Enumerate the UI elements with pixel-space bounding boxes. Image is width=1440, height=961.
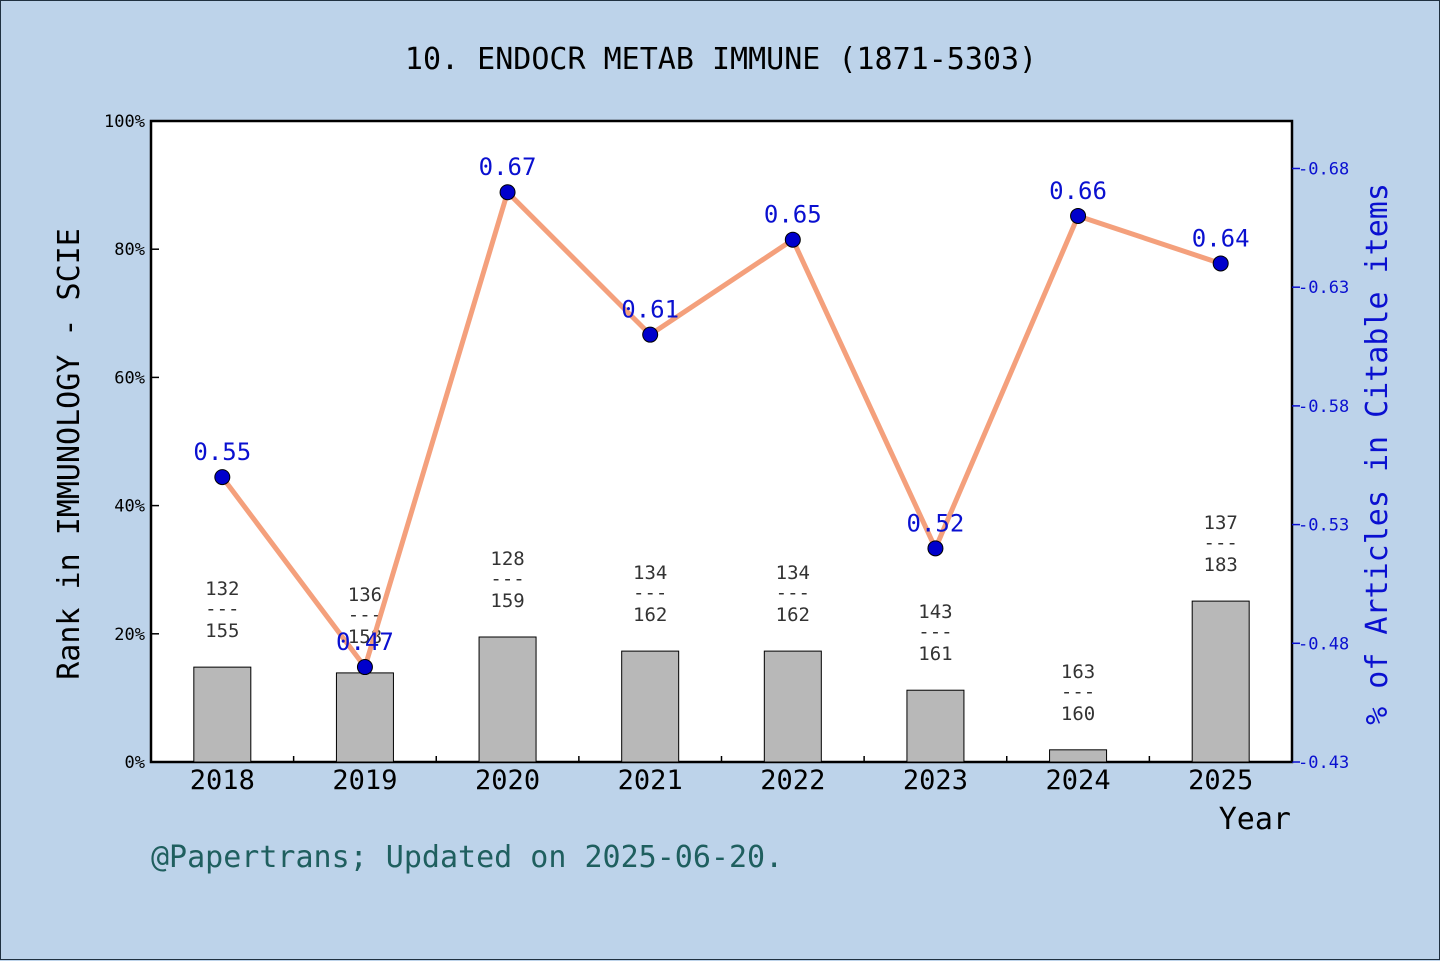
y2-tick-label: -0.58 [1298, 397, 1349, 417]
bar-label-separator: --- [348, 604, 382, 626]
data-point-label: 0.65 [764, 201, 822, 229]
data-point [214, 469, 231, 486]
bar-rank-label: 137 [1204, 512, 1238, 534]
data-point [499, 184, 516, 201]
y2-tick-label: -0.43 [1298, 753, 1349, 773]
bar [335, 672, 394, 763]
bar [1191, 600, 1250, 763]
bar-rank-label: 134 [776, 562, 810, 584]
bar [478, 636, 537, 763]
bar-label-separator: --- [1204, 532, 1238, 554]
bar-rank-label: 132 [205, 578, 239, 600]
bar [621, 650, 680, 763]
bar-total-label: 161 [918, 643, 952, 665]
y-tick-label: 0% [125, 753, 145, 773]
y2-tick-label: -0.53 [1298, 516, 1349, 536]
data-point-label: 0.61 [621, 296, 679, 324]
data-point-label: 0.67 [479, 153, 537, 181]
y-tick-label: 40% [114, 497, 145, 517]
data-point-label: 0.47 [336, 628, 394, 656]
data-point-label: 0.55 [193, 438, 251, 466]
bar-rank-label: 136 [348, 584, 382, 606]
bar-label-separator: --- [205, 598, 239, 620]
y-tick-label: 80% [114, 240, 145, 260]
bar-label-separator: --- [633, 582, 667, 604]
x-tick-label: 2020 [475, 765, 540, 796]
y2-tick-label: -0.68 [1298, 159, 1349, 179]
bar [193, 666, 252, 763]
axes-layer: 0% 20% 40% 60% 80% 100% -0.43 -0.48 -0.53 -0.58 -0… [104, 112, 1349, 796]
bar-label-separator: --- [918, 621, 952, 643]
bar-labels-layer: 132---155136---158128---159134---162134-… [205, 512, 1238, 725]
bar [763, 650, 822, 763]
bar-total-label: 155 [205, 620, 239, 642]
bar-total-label: 162 [776, 604, 810, 626]
bar [1049, 749, 1108, 763]
x-tick-label: 2019 [332, 765, 397, 796]
x-tick-label: 2018 [190, 765, 255, 796]
x-tick-label: 2022 [760, 765, 825, 796]
footer-note: @Papertrans; Updated on 2025-06-20. [151, 840, 783, 875]
bar-total-label: 162 [633, 604, 667, 626]
y-tick-label: 60% [114, 368, 145, 388]
y2-tick-label: -0.48 [1298, 634, 1349, 654]
x-axis-label: Year [1219, 802, 1291, 837]
y-tick-label: 100% [104, 112, 145, 132]
data-point [784, 231, 801, 248]
data-point [1070, 207, 1087, 224]
bar-rank-label: 134 [633, 562, 667, 584]
data-point-label: 0.64 [1192, 224, 1250, 252]
x-tick-label: 2024 [1046, 765, 1111, 796]
plot-area [149, 119, 1294, 764]
bar [906, 689, 965, 763]
bar-total-label: 183 [1204, 554, 1238, 576]
data-point [356, 659, 373, 676]
data-point [642, 326, 659, 343]
x-tick-label: 2025 [1188, 765, 1253, 796]
x-tick-label: 2023 [903, 765, 968, 796]
bar-rank-label: 143 [918, 601, 952, 623]
y2-tick-label: -0.63 [1298, 278, 1349, 298]
bars-layer [193, 600, 1250, 763]
y2-axis-label: % of Articles in Citable items [1360, 183, 1395, 725]
data-point [1212, 255, 1229, 272]
y-tick-label: 20% [114, 625, 145, 645]
bar-total-label: 160 [1061, 703, 1095, 725]
bar-label-separator: --- [776, 582, 810, 604]
bar-total-label: 159 [490, 590, 524, 612]
y-axis-label: Rank in IMMUNOLOGY - SCIE [52, 228, 87, 680]
data-point-label: 0.66 [1049, 177, 1107, 205]
line-layer: 0.55 0.47 0.67 0.61 0.65 0.52 0.66 0.64 [193, 153, 1250, 676]
chart-title: 10. ENDOCR METAB IMMUNE (1871-5303) [405, 42, 1037, 77]
bar-rank-label: 163 [1061, 661, 1095, 683]
data-point [927, 540, 944, 557]
x-tick-label: 2021 [618, 765, 683, 796]
bar-label-separator: --- [490, 568, 524, 590]
series-line [220, 189, 1222, 670]
data-point-label: 0.52 [907, 509, 965, 537]
bar-rank-label: 128 [490, 548, 524, 570]
bar-label-separator: --- [1061, 681, 1095, 703]
